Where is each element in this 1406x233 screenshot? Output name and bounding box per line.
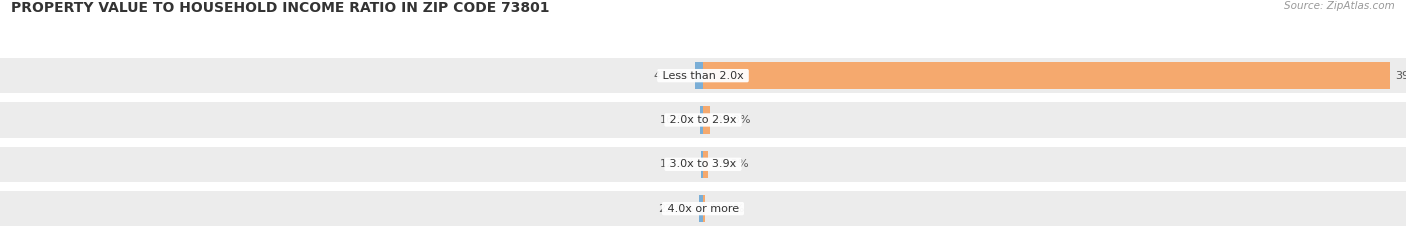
- Text: Source: ZipAtlas.com: Source: ZipAtlas.com: [1284, 1, 1395, 11]
- Bar: [700, 151, 703, 178]
- Text: 41.8%: 41.8%: [716, 115, 751, 125]
- Text: PROPERTY VALUE TO HOUSEHOLD INCOME RATIO IN ZIP CODE 73801: PROPERTY VALUE TO HOUSEHOLD INCOME RATIO…: [11, 1, 550, 15]
- Text: 12.7%: 12.7%: [659, 159, 696, 169]
- Bar: [703, 62, 1389, 89]
- Text: 3907.8%: 3907.8%: [1395, 71, 1406, 81]
- Text: 22.9%: 22.9%: [658, 204, 693, 214]
- Bar: [699, 195, 703, 222]
- Text: 16.5%: 16.5%: [659, 115, 695, 125]
- FancyBboxPatch shape: [0, 191, 1406, 226]
- Text: 2.0x to 2.9x: 2.0x to 2.9x: [666, 115, 740, 125]
- Bar: [695, 62, 703, 89]
- Bar: [703, 106, 710, 134]
- Text: 29.2%: 29.2%: [713, 159, 749, 169]
- Bar: [700, 106, 703, 134]
- Bar: [703, 151, 709, 178]
- Text: 47.9%: 47.9%: [654, 71, 689, 81]
- FancyBboxPatch shape: [0, 147, 1406, 182]
- Text: Less than 2.0x: Less than 2.0x: [659, 71, 747, 81]
- Bar: [703, 195, 704, 222]
- Text: 11.0%: 11.0%: [710, 204, 745, 214]
- Text: 4.0x or more: 4.0x or more: [664, 204, 742, 214]
- FancyBboxPatch shape: [0, 102, 1406, 138]
- Text: 3.0x to 3.9x: 3.0x to 3.9x: [666, 159, 740, 169]
- FancyBboxPatch shape: [0, 58, 1406, 93]
